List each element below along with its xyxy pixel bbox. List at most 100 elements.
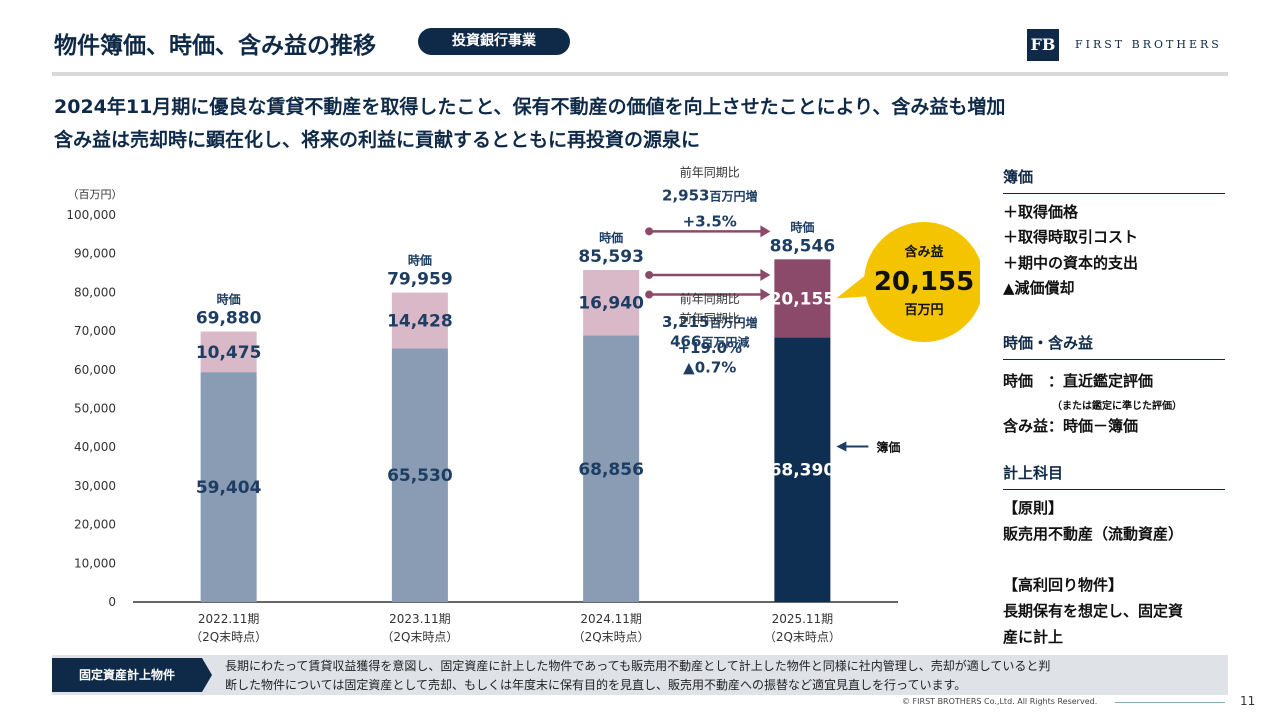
- callout-pointer: [836, 270, 872, 299]
- company-logo-text: FIRST BROTHERS: [1075, 38, 1222, 51]
- lead-line-1: 2024年11月期に優良な賃貸不動産を取得したこと、保有不動産の価値を向上させた…: [54, 96, 1006, 118]
- bookvalue-data-label: 68,390: [770, 461, 836, 481]
- company-logo-icon: FB: [1027, 29, 1059, 61]
- market-value-caption: 時価: [599, 230, 623, 245]
- gain-data-label: 14,428: [387, 311, 453, 331]
- comparison-amount-value: 2,953: [662, 186, 709, 204]
- market-value-caption: 時価: [217, 292, 241, 307]
- y-tick-label: 90,000: [74, 247, 116, 261]
- x-category-label: 2023.11期: [389, 612, 451, 626]
- copyright-rule: [1115, 702, 1225, 703]
- market-value-caption: 時価: [408, 253, 432, 268]
- gain-data-label: 20,155: [770, 289, 836, 309]
- bookvalue-line: ＋取得時取引コスト: [1003, 228, 1139, 246]
- comparison-amount: 3,215百万円増: [662, 313, 757, 331]
- y-tick-label: 60,000: [74, 363, 116, 377]
- y-tick-label: 100,000: [66, 208, 116, 222]
- bar-bookvalue: [583, 335, 640, 602]
- gain-data-label: 10,475: [196, 343, 262, 363]
- account-line: 【高利回り物件】: [1003, 576, 1124, 594]
- x-category-sublabel: （2Q末時点）: [381, 630, 458, 644]
- bar-unrealized-gain: [200, 331, 257, 373]
- y-tick-label: 50,000: [74, 402, 116, 416]
- account-line: 産に計上: [1003, 628, 1064, 646]
- sidebar-heading-bookvalue: 簿価: [1003, 166, 1225, 194]
- comparison-amount: 466百万円減: [670, 333, 749, 351]
- comparison-amount-value: 466: [670, 333, 701, 351]
- gain-data-label: 16,940: [578, 294, 644, 314]
- header-divider: [52, 72, 1228, 76]
- account-line: 販売用不動産（流動資産）: [1003, 525, 1184, 543]
- bar-unrealized-gain: [583, 269, 640, 336]
- comparison-arrow-head-icon: [760, 268, 771, 281]
- comparison-arrow-head-icon: [760, 225, 771, 238]
- sidebar-heading-account: 計上科目: [1003, 462, 1225, 490]
- y-tick-label: 10,000: [74, 556, 116, 570]
- footer-note-label: 固定資産計上物件: [52, 658, 202, 692]
- bookvalue-line: ＋期中の資本的支出: [1003, 254, 1139, 272]
- bookvalue-line: ▲減価償却: [1003, 279, 1075, 297]
- bookvalue-data-label: 65,530: [387, 466, 453, 486]
- bookvalue-pointer-label: 簿価: [876, 439, 900, 454]
- y-unit-label: （百万円）: [68, 188, 123, 201]
- callout-title: 含み益: [903, 244, 943, 260]
- y-tick-label: 30,000: [74, 479, 116, 493]
- market-value-label: 69,880: [196, 309, 262, 329]
- comparison-percent: ▲0.7%: [683, 359, 736, 377]
- x-category-label: 2024.11期: [580, 612, 642, 626]
- y-tick-label: 20,000: [74, 518, 116, 532]
- comparison-amount-unit: 百万円増: [709, 188, 757, 203]
- callout-value: 20,155: [874, 267, 974, 297]
- bookvalue-line: ＋取得価格: [1003, 203, 1079, 221]
- x-category-label: 2025.11期: [772, 612, 834, 626]
- page-number: 11: [1240, 694, 1256, 708]
- bookvalue-data-label: 59,404: [196, 478, 262, 498]
- footer-label-arrow-icon: [202, 658, 212, 692]
- account-line: 長期保有を想定し、固定資: [1003, 602, 1184, 620]
- comparison-amount-unit: 百万円減: [701, 335, 749, 350]
- market-value-label: 88,546: [770, 236, 836, 256]
- market-definition: 時価 ：直近鑑定評価: [1003, 372, 1154, 390]
- x-category-sublabel: （2Q末時点）: [764, 630, 841, 644]
- callout-unit: 百万円: [904, 303, 943, 318]
- account-line: 【原則】: [1003, 499, 1064, 517]
- footer-note-line-2: 断した物件については固定資産として売却、もしくは年度末に保有目的を見直し、販売用…: [225, 678, 967, 692]
- sidebar-heading-market: 時価・含み益: [1003, 332, 1225, 360]
- market-value-label: 79,959: [387, 270, 453, 290]
- comparison-amount-value: 3,215: [662, 313, 709, 331]
- x-category-label: 2022.11期: [198, 612, 260, 626]
- bar-bookvalue: [391, 348, 448, 602]
- bar-unrealized-gain: [391, 292, 448, 349]
- bar-unrealized-gain: [774, 259, 831, 338]
- comparison-caption: 前年同期比: [680, 291, 740, 306]
- gain-definition: 含み益：時価－簿価: [1003, 417, 1139, 435]
- x-category-sublabel: （2Q末時点）: [190, 630, 267, 644]
- footer-note-band: [52, 655, 1228, 695]
- bookvalue-data-label: 68,856: [578, 460, 644, 480]
- market-note: （または鑑定に準じた評価）: [1052, 401, 1182, 412]
- comparison-percent: +3.5%: [683, 212, 737, 230]
- bar-bookvalue: [774, 337, 831, 602]
- bookvalue-pointer-head-icon: [836, 441, 847, 452]
- y-tick-label: 0: [108, 595, 116, 609]
- page-title: 物件簿価、時価、含み益の推移: [54, 33, 376, 59]
- y-tick-label: 70,000: [74, 324, 116, 338]
- segment-tag: 投資銀行事業: [418, 28, 570, 55]
- comparison-percent: +19.0%: [677, 339, 742, 357]
- market-value-caption: 時価: [790, 219, 814, 234]
- footer-note-line-1: 長期にわたって賃貸収益獲得を意図し、固定資産に計上した物件であっても販売用不動産…: [225, 659, 1051, 673]
- copyright: © FIRST BROTHERS Co.,Ltd. All Rights Res…: [902, 697, 1098, 706]
- bar-bookvalue: [200, 372, 257, 602]
- comparison-amount: 2,953百万円増: [662, 186, 757, 204]
- y-tick-label: 40,000: [74, 440, 116, 454]
- unrealized-gain-callout: [864, 222, 980, 342]
- lead-line-2: 含み益は売却時に顕在化し、将来の利益に貢献するとともに再投資の源泉に: [54, 129, 701, 151]
- comparison-caption: 前年同期比: [680, 311, 740, 326]
- comparison-caption: 前年同期比: [680, 164, 740, 179]
- comparison-amount-unit: 百万円増: [709, 315, 757, 330]
- comparison-arrow-head-icon: [760, 288, 771, 301]
- stacked-bar-chart: （百万円） 0 10,000 20,000 30,000 40,000 50,000 60,0…: [66, 164, 980, 644]
- x-category-sublabel: （2Q末時点）: [573, 630, 650, 644]
- market-value-label: 85,593: [578, 247, 644, 267]
- y-tick-label: 80,000: [74, 285, 116, 299]
